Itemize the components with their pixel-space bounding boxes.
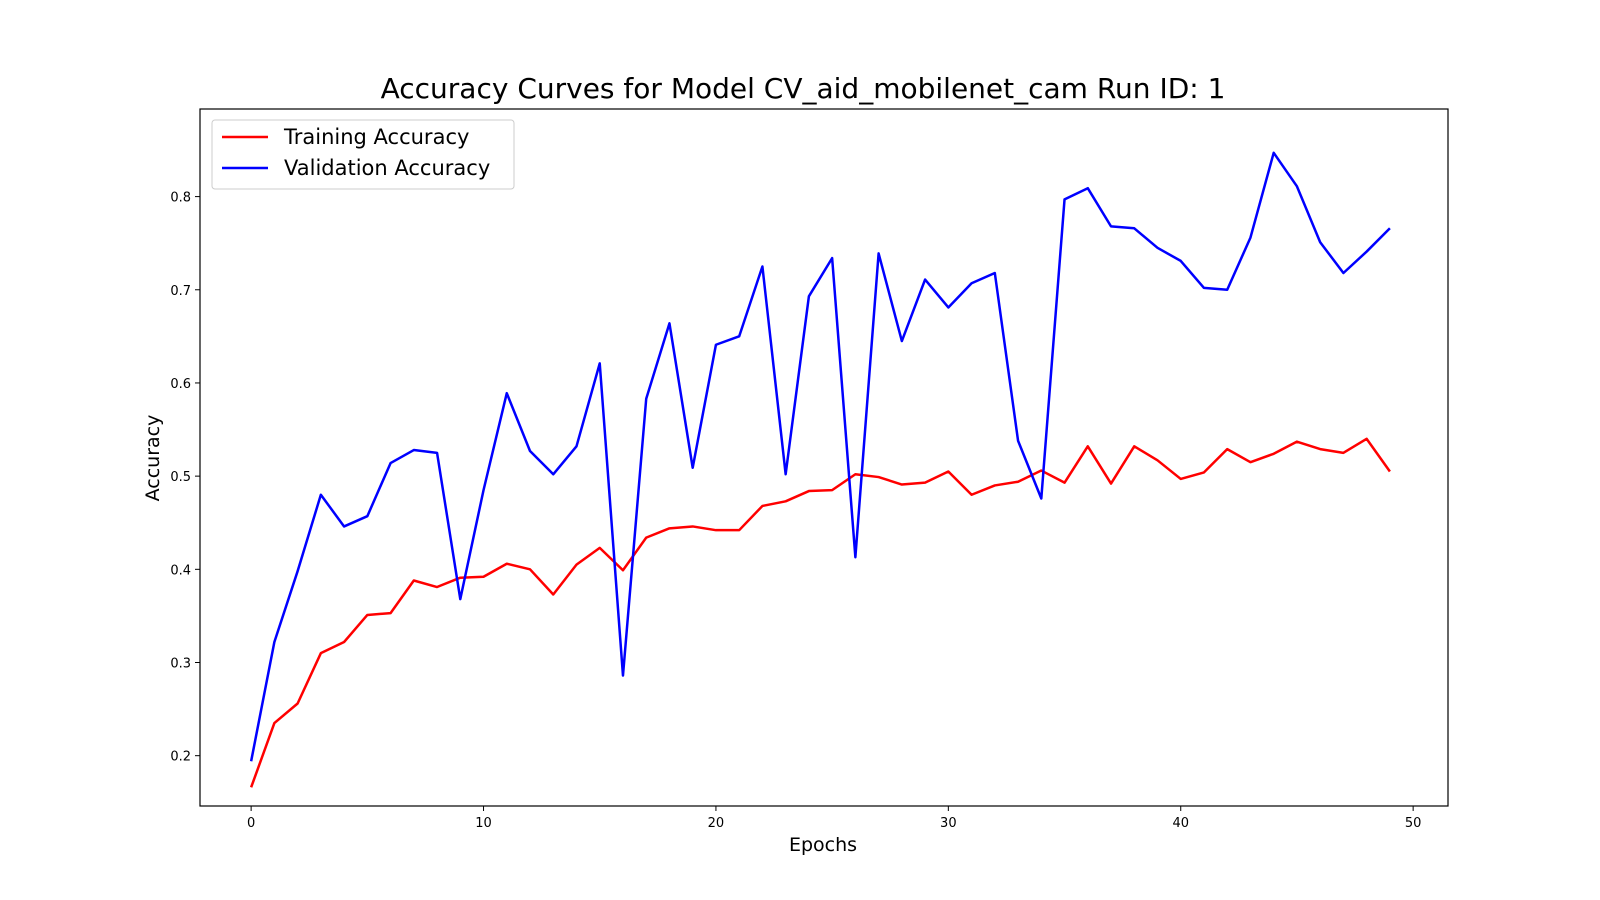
y-axis-ticks: 0.2 0.3 0.4 0.5 0.6 0.7 0.8 <box>170 191 200 765</box>
y-axis-label: Accuracy <box>142 415 164 502</box>
x-tick-label: 10 <box>475 816 492 831</box>
series-line-training <box>249 437 1391 788</box>
legend: Training Accuracy Validation Accuracy <box>211 119 515 190</box>
y-tick-label: 0.7 <box>170 284 191 299</box>
y-tick-label: 0.5 <box>170 470 191 485</box>
chart-title: Accuracy Curves for Model CV_aid_mobilen… <box>381 72 1226 105</box>
x-tick-label: 40 <box>1172 816 1189 831</box>
y-tick-label: 0.2 <box>170 750 191 765</box>
series-line-validation <box>249 151 1391 762</box>
x-tick-label: 0 <box>247 816 255 831</box>
legend-label-validation: Validation Accuracy <box>284 156 490 180</box>
x-axis-label: Epochs <box>789 834 857 856</box>
series-lines <box>249 151 1391 788</box>
x-axis-ticks: 0 10 20 30 40 50 <box>247 806 1421 831</box>
legend-box <box>211 119 515 190</box>
y-tick-label: 0.3 <box>170 657 191 672</box>
x-tick-label: 30 <box>940 816 957 831</box>
x-tick-label: 20 <box>708 816 725 831</box>
y-tick-label: 0.8 <box>170 191 191 206</box>
x-tick-label: 50 <box>1405 816 1422 831</box>
legend-label-training: Training Accuracy <box>283 125 469 149</box>
plot-area-frame <box>199 108 1449 807</box>
y-tick-label: 0.4 <box>170 563 191 578</box>
y-tick-label: 0.6 <box>170 377 191 392</box>
